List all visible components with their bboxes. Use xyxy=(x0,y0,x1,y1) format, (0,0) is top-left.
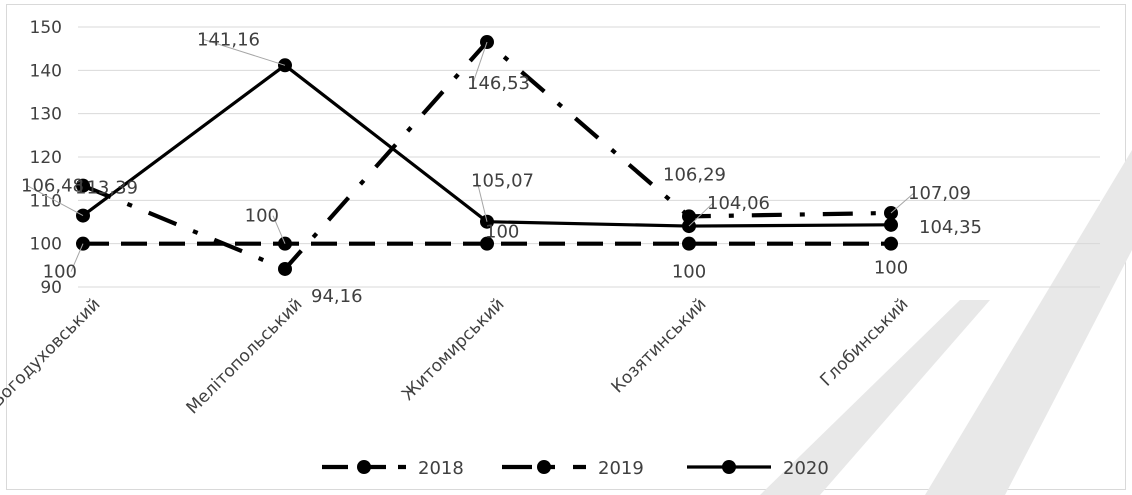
data-label-2020-1: 141,16 xyxy=(197,29,260,50)
leader-line-2018-1 xyxy=(272,215,286,244)
leader-line-2020-0 xyxy=(26,185,84,217)
data-point-2018-3 xyxy=(682,236,696,251)
x-category-label: Козятинський xyxy=(608,294,711,397)
data-label-2020-0: 106,48 xyxy=(21,176,84,197)
legend-label-2019: 2019 xyxy=(598,458,644,479)
data-label-2019-1: 94,16 xyxy=(311,286,363,307)
leader-line-2019-4 xyxy=(890,192,915,214)
leader-line-2020-3 xyxy=(688,202,714,227)
x-axis-categories: Богодуховський Мелітопольський Житомирськи… xyxy=(0,294,913,418)
data-label-2020-3: 104,06 xyxy=(707,193,770,214)
watermark xyxy=(760,150,1132,495)
legend-marker-2019 xyxy=(537,460,551,474)
label-leaders xyxy=(26,38,915,272)
data-labels: 100 100 100 100 100 113,39 94,16 146,53 106,29 10… xyxy=(21,29,982,307)
data-label-2019-3: 106,29 xyxy=(663,164,726,185)
legend-label-2020: 2020 xyxy=(783,458,829,479)
legend-label-2018: 2018 xyxy=(418,458,464,479)
data-point-2018-4 xyxy=(884,236,898,251)
data-point-2019-3 xyxy=(682,209,696,224)
x-category-label: Житомирський xyxy=(398,294,508,404)
y-tick-label: 150 xyxy=(30,18,62,38)
y-axis-ticks: 90 100 110 120 130 140 150 xyxy=(30,18,62,298)
data-point-2018-2 xyxy=(480,236,494,251)
legend-marker-2020 xyxy=(722,460,736,474)
data-label-2018-4: 100 xyxy=(874,258,908,279)
data-label-2018-1: 100 xyxy=(245,206,279,227)
data-point-2020-4 xyxy=(884,217,898,232)
chart-frame xyxy=(6,4,1126,490)
data-label-2020-4: 104,35 xyxy=(919,217,982,238)
data-label-2019-4: 107,09 xyxy=(908,183,971,204)
leader-line-2018-0 xyxy=(70,243,84,272)
data-point-2019-1 xyxy=(278,261,292,276)
y-tick-label: 90 xyxy=(40,278,62,298)
data-label-2019-0: 113,39 xyxy=(75,178,138,199)
data-label-2018-3: 100 xyxy=(672,262,706,283)
leader-line-2020-1 xyxy=(202,38,286,66)
y-tick-label: 100 xyxy=(30,235,62,255)
y-tick-label: 140 xyxy=(30,61,62,81)
x-category-label: Мелітопольський xyxy=(183,294,307,418)
y-tick-label: 110 xyxy=(30,191,62,211)
gridlines xyxy=(78,26,1100,288)
data-label-2020-2: 105,07 xyxy=(471,171,534,192)
data-label-2018-0: 100 xyxy=(43,262,77,283)
leader-line-2019-2 xyxy=(472,41,488,84)
legend: 2018 2019 2020 xyxy=(322,458,829,479)
leader-line-2020-2 xyxy=(476,180,488,222)
y-tick-label: 120 xyxy=(30,148,62,168)
data-label-2018-2: 100 xyxy=(485,222,519,243)
x-category-label: Богодуховський xyxy=(0,294,105,411)
data-point-2019-0 xyxy=(76,178,90,193)
legend-marker-2018 xyxy=(357,460,371,474)
y-tick-label: 130 xyxy=(30,105,62,125)
data-label-2019-2: 146,53 xyxy=(467,73,530,94)
